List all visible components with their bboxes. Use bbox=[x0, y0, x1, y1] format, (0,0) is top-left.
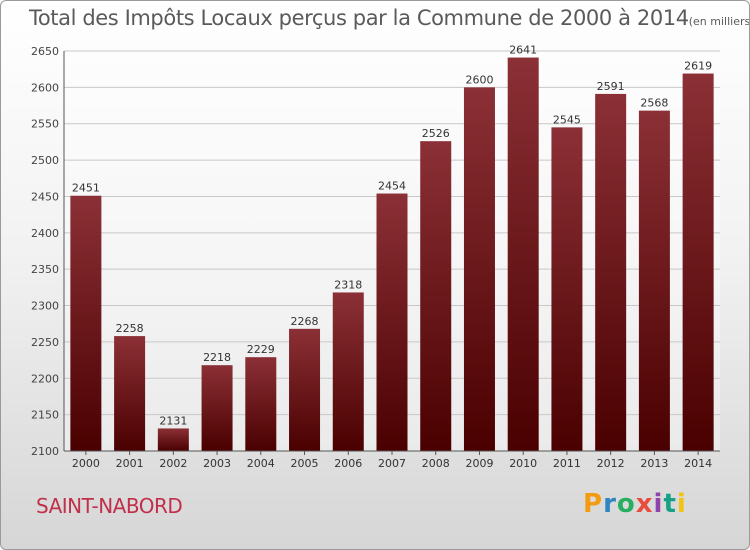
x-tick-label: 2004 bbox=[247, 457, 275, 470]
brand-letter: o bbox=[616, 489, 636, 519]
data-label: 2545 bbox=[553, 113, 581, 126]
labels-layer: 2451 2258 2131 2218 2229 2268 2318 2454 2526 2600… bbox=[72, 44, 712, 428]
bar bbox=[551, 127, 583, 451]
bar bbox=[157, 428, 189, 451]
x-tick-label: 2011 bbox=[553, 457, 581, 470]
data-label: 2451 bbox=[72, 182, 100, 195]
x-tick-label: 2012 bbox=[597, 457, 625, 470]
x-tick-label: 2000 bbox=[72, 457, 100, 470]
data-label: 2131 bbox=[159, 414, 187, 427]
y-tick-label: 2100 bbox=[31, 445, 59, 458]
y-tick-label: 2350 bbox=[31, 263, 59, 276]
x-tick-label: 2007 bbox=[378, 457, 406, 470]
bar bbox=[245, 357, 277, 451]
axis-layer: 2100 2150 2200 2250 2300 2350 2400 2450 2500 2550… bbox=[31, 45, 720, 470]
data-label: 2454 bbox=[378, 180, 406, 193]
bars-layer bbox=[70, 57, 714, 452]
brand-letter: i bbox=[676, 489, 687, 519]
y-tick-label: 2150 bbox=[31, 409, 59, 422]
bar bbox=[420, 141, 452, 451]
chart-title: Total des Impôts Locaux perçus par la Co… bbox=[29, 6, 689, 30]
brand-logo: Proxiti bbox=[583, 489, 687, 519]
bar bbox=[114, 336, 146, 451]
x-tick-label: 2003 bbox=[203, 457, 231, 470]
bar bbox=[332, 292, 364, 451]
data-label: 2268 bbox=[291, 315, 319, 328]
brand-letter: i bbox=[653, 489, 664, 519]
y-tick-label: 2450 bbox=[31, 190, 59, 203]
data-label: 2229 bbox=[247, 343, 275, 356]
data-label: 2218 bbox=[203, 351, 231, 364]
y-tick-label: 2300 bbox=[31, 300, 59, 313]
x-tick-label: 2014 bbox=[684, 457, 712, 470]
x-tick-label: 2010 bbox=[509, 457, 537, 470]
x-tick-label: 2008 bbox=[422, 457, 450, 470]
data-label: 2641 bbox=[509, 44, 537, 57]
data-label: 2568 bbox=[640, 97, 668, 110]
y-tick-label: 2500 bbox=[31, 154, 59, 167]
x-tick-label: 2005 bbox=[291, 457, 319, 470]
y-tick-label: 2600 bbox=[31, 81, 59, 94]
bar bbox=[70, 195, 102, 451]
bar bbox=[638, 110, 670, 452]
x-tick-label: 2009 bbox=[465, 457, 493, 470]
bar bbox=[201, 365, 233, 451]
brand-letter: P bbox=[583, 489, 604, 519]
bar bbox=[376, 193, 408, 451]
brand-letter: t bbox=[663, 489, 677, 519]
y-tick-label: 2250 bbox=[31, 336, 59, 349]
data-label: 2258 bbox=[116, 322, 144, 335]
y-tick-label: 2400 bbox=[31, 227, 59, 240]
bar bbox=[463, 87, 495, 451]
bar bbox=[682, 73, 714, 451]
y-tick-label: 2550 bbox=[31, 118, 59, 131]
y-tick-label: 2650 bbox=[31, 45, 59, 58]
x-tick-label: 2013 bbox=[640, 457, 668, 470]
data-label: 2591 bbox=[597, 80, 625, 93]
bar bbox=[507, 57, 539, 451]
bar bbox=[595, 93, 627, 451]
bar bbox=[289, 328, 321, 451]
data-label: 2526 bbox=[422, 127, 450, 140]
brand-letter: r bbox=[603, 489, 617, 519]
data-label: 2600 bbox=[465, 73, 493, 86]
x-tick-label: 2002 bbox=[159, 457, 187, 470]
data-label: 2318 bbox=[334, 278, 362, 291]
title-row: Total des Impôts Locaux perçus par la Co… bbox=[29, 6, 750, 30]
y-tick-label: 2200 bbox=[31, 372, 59, 385]
commune-name: SAINT-NABORD bbox=[36, 494, 183, 518]
x-tick-label: 2001 bbox=[116, 457, 144, 470]
brand-letter: x bbox=[635, 489, 654, 519]
data-label: 2619 bbox=[684, 60, 712, 73]
chart-unit: (en milliers d'€) bbox=[688, 15, 750, 28]
x-tick-label: 2006 bbox=[334, 457, 362, 470]
